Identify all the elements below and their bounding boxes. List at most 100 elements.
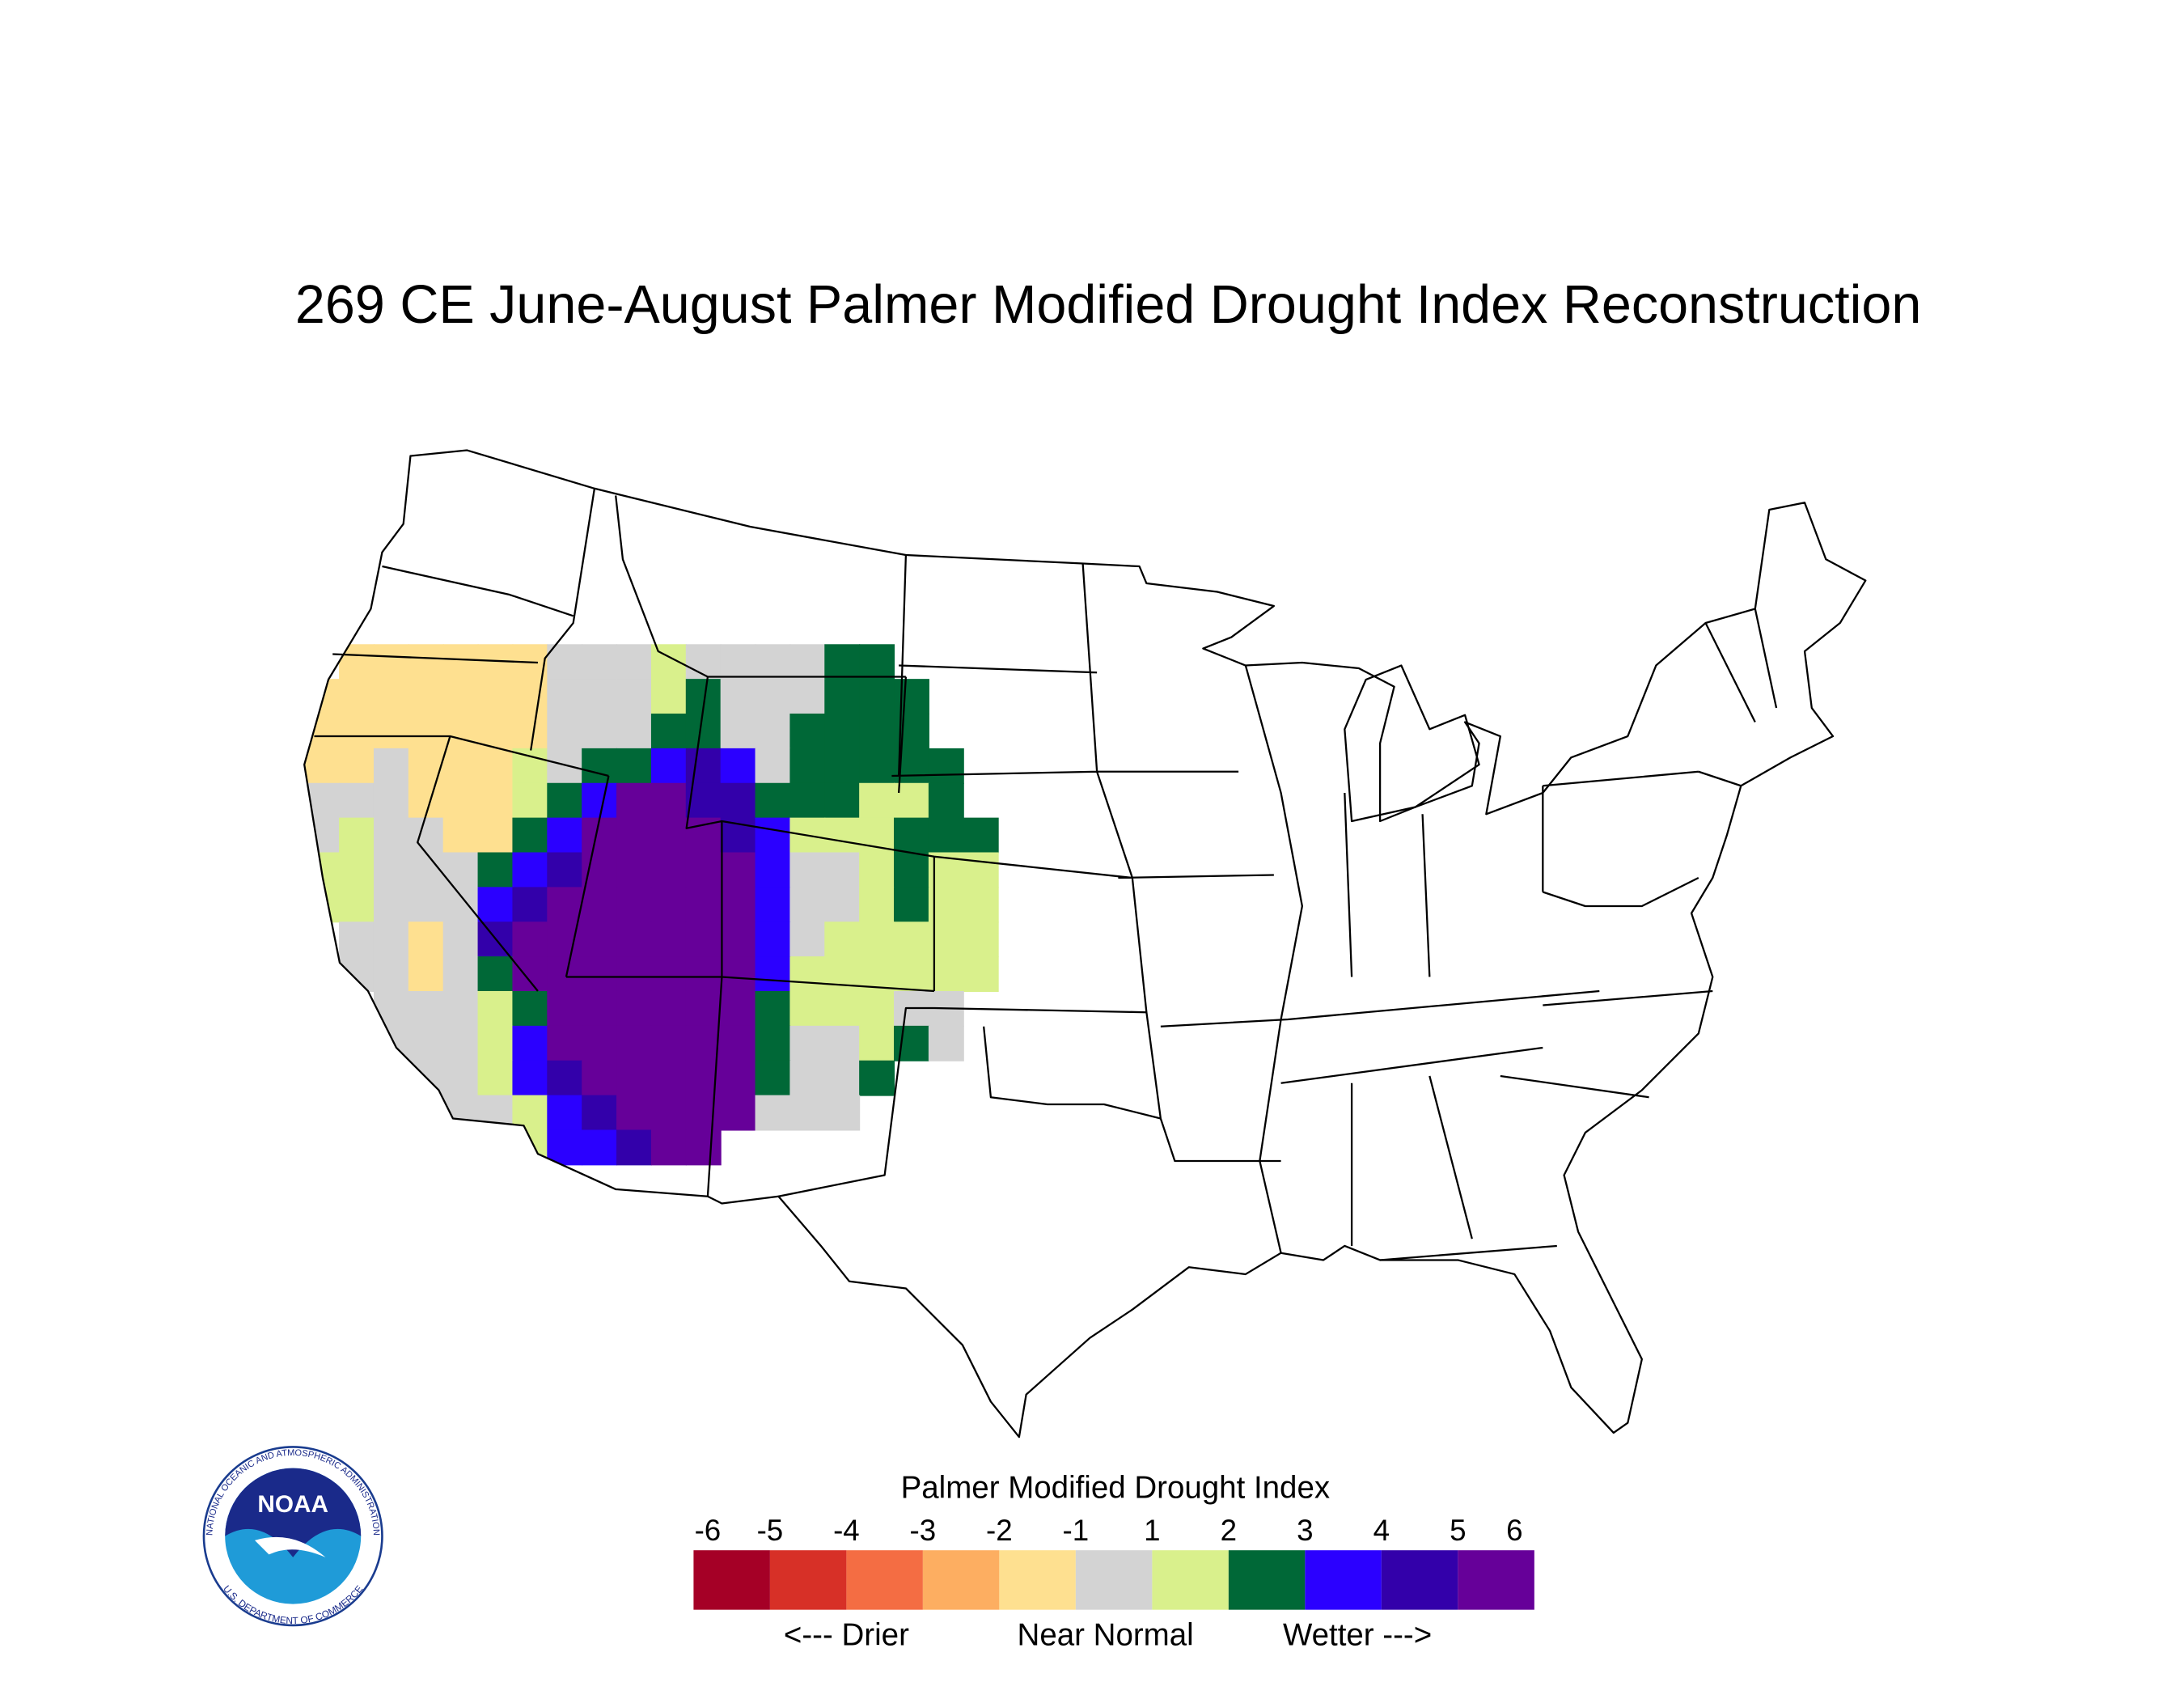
grid-cell — [928, 1025, 964, 1061]
grid-cell — [373, 922, 409, 958]
grid-cell — [824, 1060, 861, 1096]
grid-cell — [547, 887, 583, 923]
grid-cell — [616, 956, 652, 993]
grid-cell — [477, 956, 514, 993]
legend-tick-label: 2 — [1221, 1514, 1237, 1547]
grid-cell — [442, 852, 479, 888]
grid-cell — [547, 748, 583, 784]
grid-cell — [755, 1060, 791, 1096]
grid-cell — [685, 748, 722, 784]
grid-cell — [650, 956, 687, 993]
grid-cell — [373, 817, 409, 854]
grid-cell — [408, 644, 444, 680]
grid-cell — [963, 956, 999, 993]
grid-cell — [685, 922, 722, 958]
grid-cell — [512, 1060, 548, 1096]
legend: Palmer Modified Drought Index -6 -5 -4 -3 -2… — [693, 1470, 1534, 1652]
grid-cell — [650, 922, 687, 958]
grid-cell — [477, 817, 514, 854]
legend-tick-label: -3 — [910, 1514, 937, 1547]
grid-cell — [789, 714, 826, 749]
grid-cell — [408, 956, 444, 993]
grid-cell — [512, 714, 548, 749]
grid-cell — [373, 748, 409, 784]
grid-cell — [547, 1129, 583, 1166]
grid-cell — [547, 956, 583, 993]
grid-cell — [789, 852, 826, 888]
grid-cell — [720, 887, 756, 923]
grid-cell — [408, 922, 444, 958]
grid-cell — [616, 922, 652, 958]
grid-cell — [408, 887, 444, 923]
legend-tick-label: -5 — [757, 1514, 784, 1547]
grid-cell — [859, 644, 895, 680]
grid-cell — [616, 1129, 652, 1166]
grid-cell — [720, 922, 756, 958]
grid-cell — [650, 782, 687, 819]
legend-swatch — [1458, 1550, 1534, 1610]
legend-swatch — [1152, 1550, 1229, 1610]
grid-cell — [755, 1095, 791, 1131]
grid-cell — [650, 1129, 687, 1166]
logo-name: NOAA — [257, 1491, 328, 1518]
grid-cell — [894, 956, 929, 993]
legend-tick-label: -4 — [833, 1514, 860, 1547]
grid-cell — [582, 1095, 618, 1131]
grid-cell — [789, 748, 826, 784]
grid-cell — [650, 1095, 687, 1131]
grid-cell — [477, 714, 514, 749]
grid-cell — [582, 817, 618, 854]
grid-cell — [650, 1060, 687, 1096]
grid-cell — [582, 1060, 618, 1096]
legend-label: Wetter ---> — [1283, 1617, 1432, 1652]
grid-cell — [824, 782, 861, 819]
grid-cell — [789, 679, 826, 715]
grid-cell — [859, 714, 895, 749]
grid-cell — [547, 817, 583, 854]
grid-cell — [512, 887, 548, 923]
grid-cell — [339, 956, 375, 993]
legend-label: <--- Drier — [784, 1617, 909, 1652]
state-borders — [303, 449, 1867, 1438]
grid-cell — [789, 956, 826, 993]
grid-cell — [789, 1025, 826, 1061]
legend-title: Palmer Modified Drought Index — [901, 1470, 1331, 1505]
grid-cell — [720, 990, 756, 1027]
grid-cell — [824, 1025, 861, 1061]
grid-cell — [408, 679, 444, 715]
grid-cell — [442, 817, 479, 854]
grid-cell — [582, 990, 618, 1027]
grid-cell — [720, 1095, 756, 1131]
grid-cell — [824, 852, 861, 888]
logo-top — [225, 1468, 362, 1557]
grid-cell — [650, 644, 687, 680]
grid-cell — [373, 782, 409, 819]
grid-cell — [512, 956, 548, 993]
grid-cell — [373, 714, 409, 749]
grid-cell — [408, 1025, 444, 1061]
grid-cell — [789, 644, 826, 680]
grid-cell — [442, 714, 479, 749]
grid-cell — [755, 644, 791, 680]
legend-tick-label: -1 — [1063, 1514, 1090, 1547]
grid-cell — [408, 817, 444, 854]
grid-cell — [477, 679, 514, 715]
grid-cell — [408, 714, 444, 749]
grid-cell — [859, 922, 895, 958]
grid-cell — [755, 1025, 791, 1061]
grid-cell — [477, 782, 514, 819]
grid-cell — [373, 956, 409, 993]
grid-cell — [512, 922, 548, 958]
legend-swatch — [999, 1550, 1076, 1610]
grid-cell — [442, 679, 479, 715]
grid-cell — [408, 748, 444, 784]
grid-cell — [304, 817, 341, 854]
legend-swatch — [1305, 1550, 1382, 1610]
grid-cell — [582, 679, 618, 715]
grid-cell — [616, 887, 652, 923]
grid-cell — [755, 852, 791, 888]
grid-cell — [859, 679, 895, 715]
legend-tick-label: 3 — [1297, 1514, 1313, 1547]
grid-cell — [720, 714, 756, 749]
